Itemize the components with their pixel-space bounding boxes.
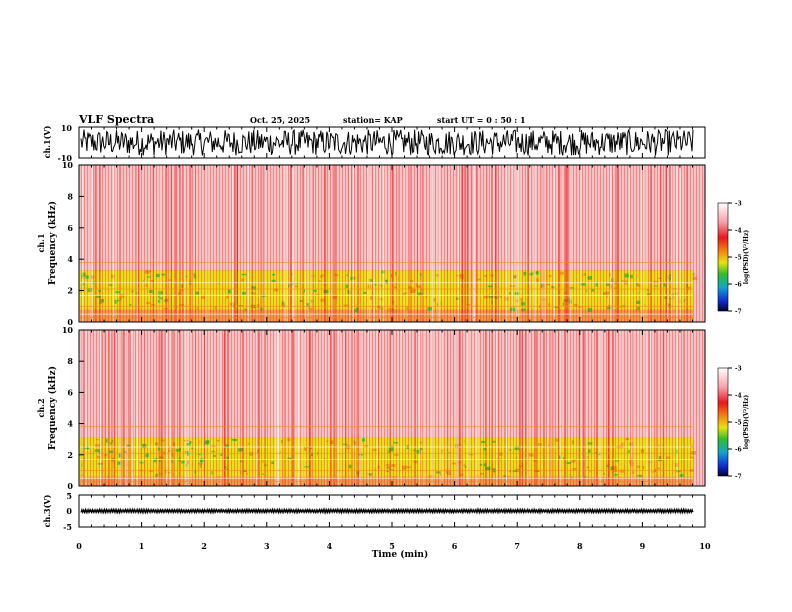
ch1-spectrogram-ylabel: ch.1 [36,233,46,252]
ch2-spectrogram-ytick-label: 4 [67,419,73,429]
colorbar-tick-label: -6 [735,447,742,454]
x-tick-label: 5 [389,541,395,551]
ch3-waveform-line [80,507,694,515]
colorbar-tick-label: -4 [735,228,742,235]
ch1-waveform-line [80,128,694,156]
ch2-spectrogram-ytick-label: 10 [62,325,74,335]
ch3-waveform-ylabel: ch.3(V) [42,494,52,527]
ch1-spectrogram-ytick-label: 4 [67,254,73,264]
x-tick-label: 1 [139,541,145,551]
ch1-ytick-bottom: -10 [58,153,73,163]
station-label: station= KAP [343,115,403,125]
ch3-ytick-bottom: -5 [63,522,72,532]
ch2-spectrogram-ytick-label: 0 [67,481,73,491]
ch1-ytick-top: 10 [61,123,73,133]
ch1-spectrogram-ytick-label: 6 [67,223,73,233]
figure-title: VLF Spectra [78,113,154,126]
ch1-spectrogram-ytick-label: 10 [62,160,74,170]
start-time-label: start UT = 0 : 50 : 1 [437,115,526,125]
ch2-spectrogram-ytick-label: 2 [67,450,73,460]
x-tick-label: 9 [640,541,646,551]
x-tick-label: 4 [327,541,333,551]
x-tick-label: 8 [577,541,583,551]
colorbar-ch2-label: log(PSD)(V²/Hz) [743,395,750,450]
ch1-spectrogram-ytick-label: 2 [67,286,73,296]
colorbar-ch2-gradient [717,367,729,477]
ch3-ytick-top: 5 [66,491,72,501]
ch2-frequency-ylabel: Frequency (kHz) [47,366,58,450]
ch1-frequency-ylabel: Frequency (kHz) [47,201,58,285]
colorbar-ch2: -3 -4 -5 -6 -7 log(PSD)(V²/Hz) [717,366,750,481]
ch2-spectrogram-panel: 0 2 4 6 8 10 ch.2 Frequency (kHz) [36,325,706,491]
x-tick-label: 2 [201,541,207,551]
ch1-spectrogram-ytick-label: 8 [67,191,73,201]
ch1-spectrogram-panel: 0 2 4 6 8 10 ch.1 Frequency (kHz) [36,160,706,327]
ch2-spectrogram-ylabel: ch.2 [36,398,46,417]
x-tick-label: 3 [264,541,270,551]
date-label: Oct. 25, 2025 [250,115,310,125]
colorbar-tick-label: -4 [735,393,742,400]
colorbar-tick-label: -3 [735,366,742,373]
colorbar-ch1: -3 -4 -5 -6 -7 log(PSD)(V²/Hz) [717,201,750,316]
colorbar-tick-label: -5 [735,255,742,262]
colorbar-tick-label: -7 [735,309,742,316]
x-tick-label: 10 [699,541,711,551]
colorbar-ch1-gradient [717,202,729,312]
x-tick-label: 0 [76,541,82,551]
ch3-ytick-middle: 0 [66,506,72,516]
colorbar-tick-label: -7 [735,474,742,481]
x-axis-label: Time (min) [372,549,429,560]
x-tick-label: 7 [514,541,520,551]
ch1-spectrogram-ytick-label: 0 [67,317,73,327]
ch2-spectrogram-ytick-label: 8 [67,356,73,366]
colorbar-tick-label: -3 [735,201,742,208]
ch2-spectrogram-ytick-label: 6 [67,387,73,397]
colorbar-tick-label: -5 [735,420,742,427]
colorbar-ch1-label: log(PSD)(V²/Hz) [743,230,750,285]
colorbar-tick-label: -6 [735,282,742,289]
x-tick-label: 6 [452,541,458,551]
ch1-waveform-ylabel: ch.1(V) [42,125,52,158]
